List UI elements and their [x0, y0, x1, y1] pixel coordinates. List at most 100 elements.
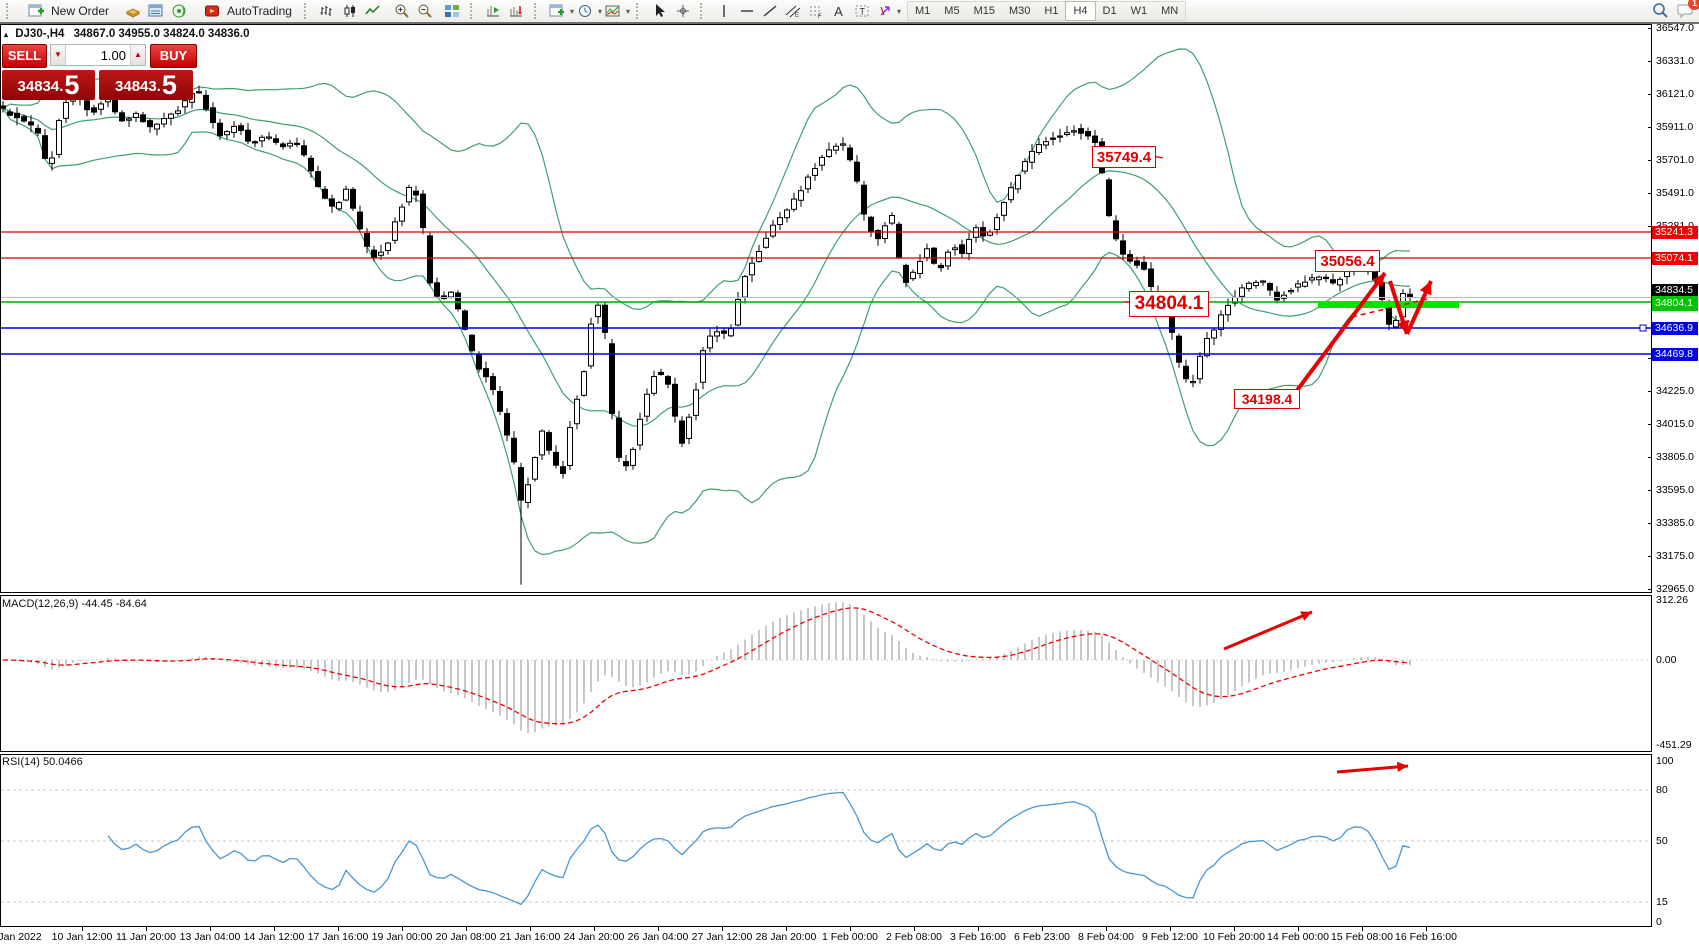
cursor-tool-icon[interactable]	[648, 3, 671, 20]
rsi-label: RSI(14) 50.0466	[2, 756, 83, 768]
time-label: 14 Feb 00:00	[1267, 931, 1329, 943]
notifications-icon[interactable]: 1	[1677, 0, 1699, 24]
search-icon[interactable]	[1652, 2, 1669, 24]
timeframe-m15-button[interactable]: M15	[973, 5, 995, 17]
bid-price[interactable]: 34834. 5	[2, 70, 95, 100]
trendline-tool-icon[interactable]	[758, 3, 781, 20]
new-chart-dropdown-caret[interactable]: ▾	[569, 6, 574, 16]
price-marker: 34834.5	[1652, 283, 1698, 297]
time-tick-mark	[786, 927, 787, 931]
navigator-icon[interactable]	[167, 3, 190, 20]
timeframe-w1-button[interactable]: W1	[1130, 5, 1148, 17]
text-tool-icon[interactable]: A	[834, 3, 843, 19]
price-tick: 35491.0	[1656, 187, 1694, 199]
vertical-line-tool-icon[interactable]	[712, 3, 735, 20]
time-tick-mark	[658, 927, 659, 931]
price-annotation-label[interactable]: 35056.4	[1315, 250, 1380, 272]
collapse-triangle-icon[interactable]: ▴	[4, 30, 9, 39]
price-tick-mark	[1648, 490, 1652, 491]
chart-shift-icon[interactable]	[505, 3, 528, 20]
time-label: 3 Feb 16:00	[949, 931, 1007, 943]
zoom-in-icon[interactable]	[391, 3, 414, 20]
price-tick: 33805.0	[1656, 451, 1694, 463]
time-label: 14 Jan 12:00	[243, 931, 305, 943]
price-tick-mark	[1648, 226, 1652, 227]
time-label: 10 Feb 20:00	[1203, 931, 1265, 943]
horizontal-line-tool-icon[interactable]	[735, 3, 758, 20]
timeframe-h1-button[interactable]: H1	[1044, 5, 1059, 17]
timeframe-d1-button[interactable]: D1	[1102, 5, 1117, 17]
timeframe-m1-button[interactable]: M1	[915, 5, 931, 17]
price-chart-panel[interactable]	[0, 24, 1652, 593]
equidistant-channel-tool-icon[interactable]: E	[781, 3, 804, 20]
bar-chart-icon[interactable]	[316, 3, 339, 20]
zoom-out-icon[interactable]	[414, 3, 437, 20]
crosshair-tool-icon[interactable]	[671, 3, 694, 20]
volume-decrease-button[interactable]: ▼	[51, 45, 66, 65]
line-chart-icon[interactable]	[362, 3, 385, 20]
template-icon[interactable]	[602, 3, 625, 20]
time-label: 6 Feb 23:00	[1013, 931, 1071, 943]
timeframe-m30-button[interactable]: M30	[1008, 5, 1031, 17]
text-label-tool-icon[interactable]: T	[850, 3, 873, 20]
price-annotation-label[interactable]: 35749.4	[1092, 146, 1156, 168]
market-watch-icon[interactable]	[121, 3, 144, 20]
rsi-panel[interactable]	[0, 754, 1652, 927]
time-label: 17 Jan 16:00	[307, 931, 369, 943]
price-tick-mark	[1648, 61, 1652, 62]
timeframe-group: M1 M5 M15 M30 H1 H4 D1 W1 MN	[907, 1, 1187, 21]
sell-button[interactable]: SELL	[2, 44, 47, 68]
ask-pip-digit: 5	[161, 70, 177, 100]
time-tick-mark	[1170, 927, 1171, 931]
new-order-button[interactable]: New Order	[18, 0, 115, 22]
price-tick: 36547.0	[1656, 22, 1694, 34]
time-tick-mark	[850, 927, 851, 931]
time-tick-mark	[1106, 927, 1107, 931]
price-annotation-label[interactable]: 34198.4	[1234, 389, 1300, 409]
time-tick-mark	[978, 927, 979, 931]
period-clock-icon[interactable]	[574, 3, 597, 20]
time-label: 9 Feb 12:00	[1141, 931, 1199, 943]
new-chart-icon[interactable]	[546, 3, 569, 20]
fibonacci-tool-icon[interactable]: F	[804, 3, 827, 20]
arrows-tool-icon[interactable]	[873, 3, 896, 20]
notification-badge: 1	[1688, 0, 1699, 10]
new-order-icon	[24, 3, 47, 20]
new-order-label: New Order	[51, 4, 110, 18]
ask-dot: .	[156, 78, 161, 95]
timeframe-m5-button[interactable]: M5	[944, 5, 960, 17]
arrows-dropdown-caret[interactable]: ▾	[897, 6, 902, 16]
volume-value[interactable]: 1.00	[100, 48, 126, 63]
time-label: 10 Jan 12:00	[51, 931, 113, 943]
autotrading-button[interactable]: AutoTrading	[194, 0, 298, 22]
chart-title: ▴ DJ30-,H4 34867.0 34955.0 34824.0 34836…	[4, 28, 250, 40]
period-dropdown-caret[interactable]: ▾	[597, 6, 602, 16]
time-axis[interactable]	[0, 927, 1699, 944]
price-tick-mark	[1648, 424, 1652, 425]
time-tick-mark	[530, 927, 531, 931]
price-tick: 36121.0	[1656, 88, 1694, 100]
rsi-axis-tick: 0	[1656, 916, 1662, 928]
price-marker: 34469.8	[1652, 347, 1698, 361]
tile-windows-icon[interactable]	[441, 3, 464, 20]
timeframe-h4-button[interactable]: H4	[1065, 1, 1096, 21]
macd-panel[interactable]	[0, 595, 1652, 752]
price-tick: 36331.0	[1656, 55, 1694, 67]
data-window-icon[interactable]	[144, 3, 167, 20]
candlestick-chart-icon[interactable]	[339, 3, 362, 20]
time-label: 13 Jan 04:00	[179, 931, 241, 943]
toolbar-grip	[6, 3, 14, 19]
time-tick-mark	[1426, 927, 1427, 931]
buy-button[interactable]: BUY	[150, 44, 197, 68]
time-tick-mark	[722, 927, 723, 931]
ask-price[interactable]: 34843. 5	[99, 70, 193, 100]
time-label: 20 Jan 08:00	[435, 931, 497, 943]
price-tick-mark	[1648, 523, 1652, 524]
time-tick-mark	[338, 927, 339, 931]
price-annotation-label[interactable]: 34804.1	[1129, 291, 1209, 317]
svg-text:F: F	[818, 14, 822, 19]
volume-increase-button[interactable]: ▲	[130, 45, 145, 65]
template-dropdown-caret[interactable]: ▾	[625, 6, 630, 16]
timeframe-mn-button[interactable]: MN	[1161, 5, 1179, 17]
chart-forward-icon[interactable]	[482, 3, 505, 20]
